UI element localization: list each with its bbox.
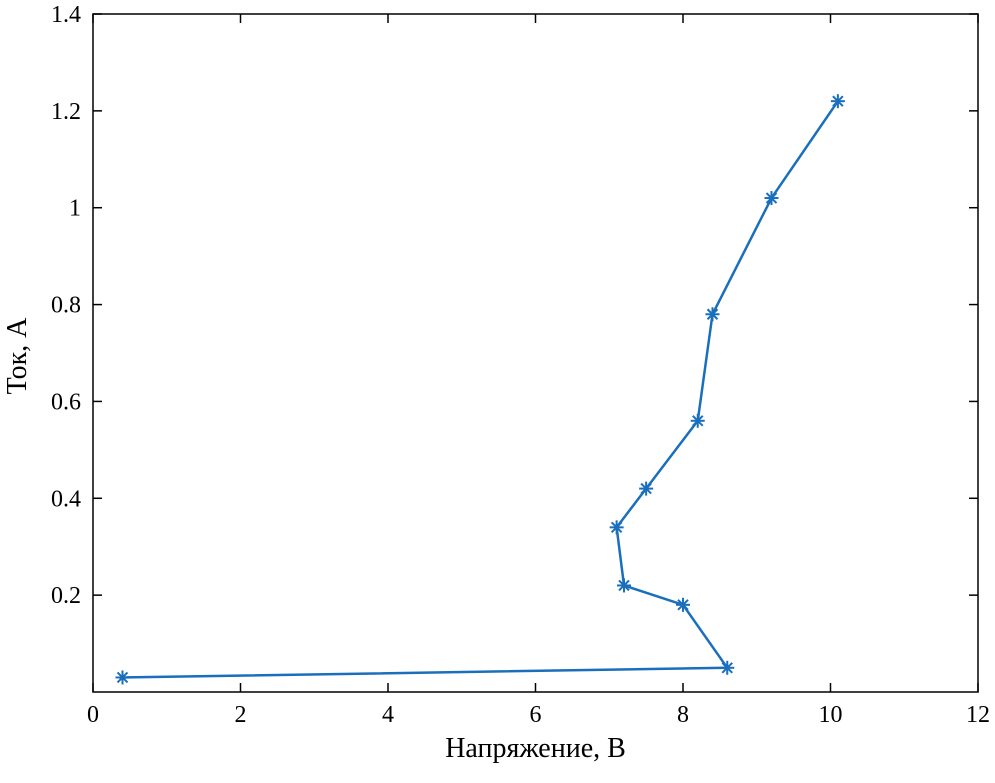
x-tick-label: 4 (382, 702, 394, 728)
y-axis-label: Ток, А (2, 317, 33, 395)
y-tick-label: 1.2 (51, 99, 81, 125)
x-tick-label: 0 (87, 702, 99, 728)
data-point-marker (765, 192, 778, 204)
data-point-marker (640, 482, 652, 495)
x-axis-label: Напряжение, В (445, 733, 626, 764)
data-point-marker (692, 415, 704, 427)
x-tick-label: 2 (235, 702, 247, 728)
y-tick-label: 1 (69, 196, 81, 222)
y-tick-label: 0.4 (51, 486, 81, 512)
data-point-marker (677, 599, 689, 611)
axes-box (92, 13, 979, 693)
data-point-marker (618, 579, 630, 592)
x-tick-label: 12 (966, 702, 990, 728)
data-point-marker (721, 662, 733, 674)
data-series-line (121, 99, 840, 679)
x-tick-label: 10 (819, 702, 843, 728)
data-point-marker (832, 95, 844, 107)
data-point-marker (610, 521, 623, 534)
y-tick-label: 0.6 (51, 389, 81, 415)
x-tick-label: 6 (530, 702, 542, 728)
y-tick-label: 0.8 (51, 293, 81, 319)
y-tick-label: 1.4 (51, 2, 81, 28)
data-point-marker (706, 308, 719, 320)
data-point-marker (116, 671, 129, 684)
y-tick-label: 0.2 (51, 583, 81, 609)
x-tick-label: 8 (677, 702, 689, 728)
